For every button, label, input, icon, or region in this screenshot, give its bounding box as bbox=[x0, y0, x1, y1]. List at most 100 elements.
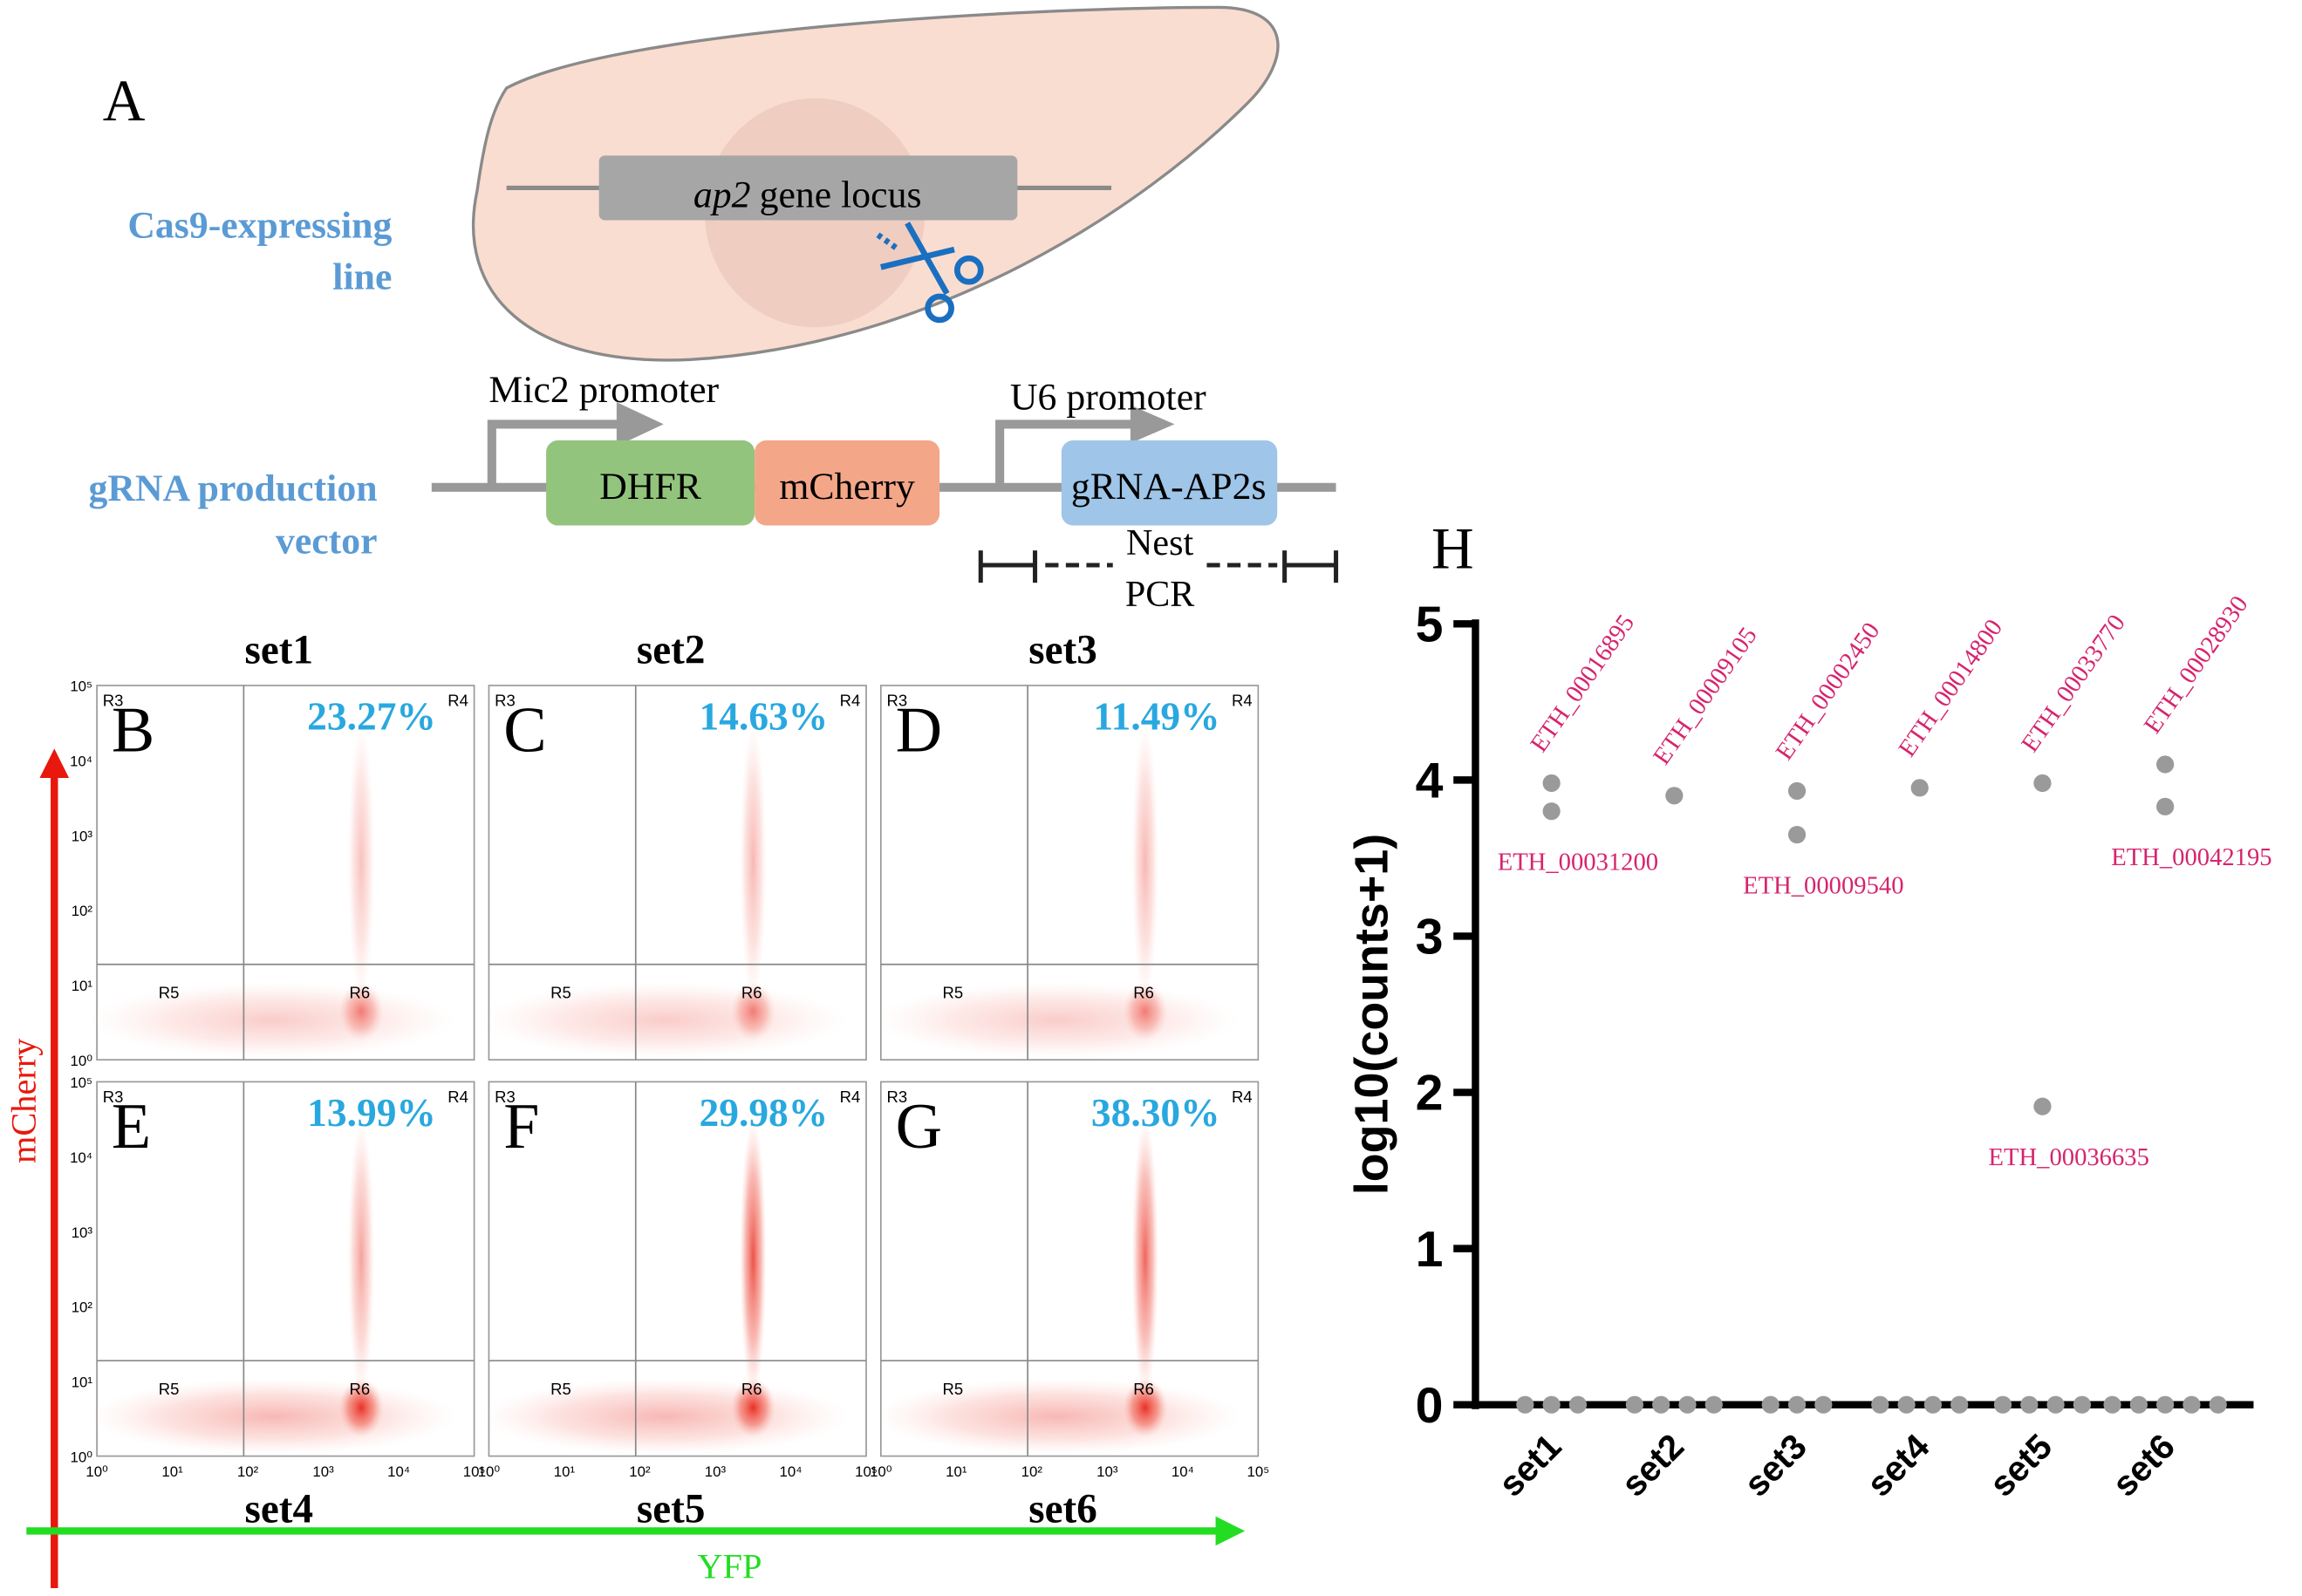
panel-letter: G bbox=[896, 1091, 942, 1163]
y-tick-label: 10¹ bbox=[72, 1374, 93, 1390]
x-tick-label: 10² bbox=[629, 1463, 651, 1480]
gene-box bbox=[546, 440, 755, 526]
set-label: set6 bbox=[1028, 1486, 1097, 1531]
point bbox=[1761, 1395, 1779, 1414]
panel-letter: D bbox=[896, 695, 942, 767]
point bbox=[1871, 1395, 1889, 1414]
gate-label: R5 bbox=[550, 1380, 571, 1398]
point bbox=[2209, 1395, 2227, 1414]
point bbox=[1704, 1395, 1723, 1414]
box-label: DHFR bbox=[599, 466, 702, 508]
x-tick-label: set4 bbox=[1859, 1426, 1937, 1504]
percent-label: 23.27% bbox=[307, 694, 436, 738]
point bbox=[1516, 1395, 1534, 1414]
gate-label: R5 bbox=[550, 983, 571, 1001]
gate-label: R6 bbox=[1133, 1380, 1154, 1398]
point bbox=[2156, 797, 2175, 815]
x-tick-label: 10⁴ bbox=[387, 1463, 410, 1480]
x-tick-label: set2 bbox=[1613, 1426, 1691, 1504]
x-tick-label: 10⁰ bbox=[870, 1463, 892, 1480]
percent-label: 38.30% bbox=[1091, 1091, 1220, 1135]
vector-label: gRNA production bbox=[89, 467, 378, 509]
y-tick-label: 0 bbox=[1416, 1378, 1444, 1434]
event-cloud bbox=[873, 981, 1241, 1059]
box-label: gRNA-AP2s bbox=[1071, 466, 1267, 508]
cell-label: line bbox=[332, 256, 392, 298]
event-cluster bbox=[338, 981, 384, 1041]
x-tick-label: 10¹ bbox=[554, 1463, 576, 1480]
set-label: set4 bbox=[245, 1486, 314, 1531]
y-tick-label: 10⁴ bbox=[70, 754, 92, 770]
gate-label: R3 bbox=[495, 1088, 516, 1106]
panel-letter: B bbox=[112, 695, 154, 767]
box-label: mCherry bbox=[779, 466, 915, 508]
event-cloud bbox=[482, 1378, 849, 1455]
gate-label: R3 bbox=[103, 692, 124, 710]
locus-text: gene locus bbox=[760, 174, 922, 215]
x-tick-label: 10¹ bbox=[946, 1463, 967, 1480]
y-tick-label: 10⁵ bbox=[70, 679, 92, 695]
gate-label: R3 bbox=[103, 1088, 124, 1106]
y-tick-label: 5 bbox=[1416, 597, 1444, 653]
x-tick-label: 10⁵ bbox=[1247, 1463, 1270, 1480]
x-tick-label: set1 bbox=[1491, 1426, 1569, 1504]
point bbox=[2156, 755, 2175, 774]
point bbox=[2073, 1395, 2091, 1414]
x-tick-label: 10⁰ bbox=[85, 1463, 108, 1480]
pcr-bracket bbox=[978, 550, 1339, 583]
y-tick-label: 4 bbox=[1416, 754, 1444, 809]
event-cluster bbox=[1123, 981, 1168, 1041]
promoter-arrowhead bbox=[1130, 405, 1175, 444]
promoter-arrow bbox=[995, 419, 1138, 485]
point bbox=[1787, 781, 1807, 801]
point bbox=[2129, 1395, 2148, 1414]
x-tick-label: set3 bbox=[1736, 1426, 1814, 1504]
panel-label: H bbox=[1431, 515, 1474, 581]
gate-label: R5 bbox=[943, 1380, 964, 1398]
point bbox=[1787, 825, 1807, 844]
point bbox=[1625, 1395, 1643, 1414]
point bbox=[2156, 1395, 2175, 1414]
point-label: ETH_00009105 bbox=[1649, 623, 1763, 770]
y-tick-label: 10⁴ bbox=[70, 1149, 92, 1166]
y-tick-label: 10² bbox=[72, 903, 93, 919]
gene-box bbox=[755, 440, 940, 526]
promoter-arrowhead bbox=[616, 402, 664, 447]
x-tick-label: 10⁵ bbox=[463, 1463, 486, 1480]
y-tick-label: 2 bbox=[1416, 1066, 1444, 1122]
event-stream bbox=[1131, 722, 1158, 1001]
point bbox=[2046, 1395, 2065, 1414]
gene-box bbox=[1061, 440, 1278, 526]
promoter-label: U6 promoter bbox=[1010, 377, 1206, 419]
point bbox=[2103, 1395, 2121, 1414]
x-tick-label: 10⁴ bbox=[1171, 1463, 1194, 1480]
point bbox=[1678, 1395, 1697, 1414]
gate-label: R4 bbox=[447, 1088, 468, 1106]
event-stream bbox=[1131, 1118, 1158, 1398]
x-tick-label: 10³ bbox=[705, 1463, 727, 1480]
locus-label: ap2 gene locus bbox=[693, 174, 922, 215]
y-tick-label: 10³ bbox=[72, 1224, 93, 1241]
cell-label: Cas9-expressing bbox=[127, 205, 392, 247]
x-axis-label: YFP bbox=[697, 1546, 762, 1586]
y-tick-label: 10⁵ bbox=[70, 1074, 92, 1091]
event-cluster bbox=[731, 981, 775, 1041]
x-tick-label: 10¹ bbox=[161, 1463, 183, 1480]
y-tick-label: 10² bbox=[72, 1299, 93, 1316]
panel-letter: F bbox=[503, 1091, 539, 1163]
panel-label: A bbox=[103, 68, 146, 133]
event-stream bbox=[740, 722, 767, 1001]
point bbox=[1542, 774, 1561, 793]
point-label: ETH_00042195 bbox=[2111, 844, 2271, 871]
percent-label: 14.63% bbox=[700, 694, 829, 738]
y-tick-label: 10⁰ bbox=[71, 1449, 93, 1465]
point bbox=[1542, 1395, 1561, 1414]
y-tick-label: 3 bbox=[1416, 910, 1444, 965]
gate-label: R5 bbox=[159, 1380, 180, 1398]
point-label: ETH_00002450 bbox=[1771, 617, 1885, 765]
event-cluster bbox=[338, 1378, 384, 1437]
y-tick-label: 10¹ bbox=[72, 978, 93, 994]
panel-letter: E bbox=[112, 1091, 151, 1163]
gate-label: R6 bbox=[741, 983, 762, 1001]
pcr-label: Nest bbox=[1126, 523, 1193, 563]
